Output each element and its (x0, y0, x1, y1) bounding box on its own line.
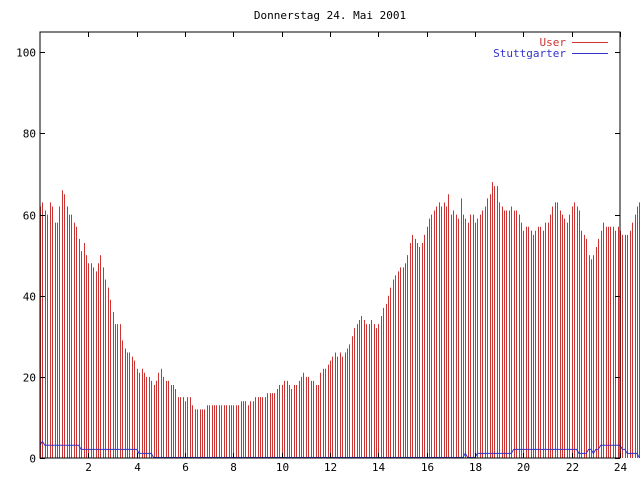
x-tick-label: 2 (85, 461, 92, 474)
x-tick-label: 18 (469, 461, 482, 474)
x-tick-label: 22 (566, 461, 579, 474)
legend-label: Stuttgarter (493, 47, 566, 60)
x-tick-label: 4 (134, 461, 141, 474)
y-tick-label: 20 (23, 372, 36, 385)
x-tick-label: 10 (276, 461, 289, 474)
y-tick-label: 100 (16, 47, 36, 60)
y-tick-label: 60 (23, 210, 36, 223)
legend-label: User (540, 36, 567, 49)
series-user-bars (40, 182, 640, 458)
x-tick-label: 12 (324, 461, 337, 474)
x-axis: 2 4 6 8 10 12 14 16 18 20 22 24 (85, 32, 627, 474)
y-axis: 0 20 40 60 80 100 (16, 47, 620, 466)
chart-title: Donnerstag 24. Mai 2001 (254, 9, 406, 22)
y-tick-label: 40 (23, 291, 36, 304)
x-tick-label: 20 (517, 461, 530, 474)
y-tick-label: 80 (23, 128, 36, 141)
x-tick-label: 6 (182, 461, 189, 474)
x-tick-label: 24 (614, 461, 628, 474)
y-tick-label: 0 (29, 453, 36, 466)
x-tick-label: 16 (421, 461, 434, 474)
x-tick-label: 14 (372, 461, 386, 474)
x-tick-label: 8 (230, 461, 237, 474)
